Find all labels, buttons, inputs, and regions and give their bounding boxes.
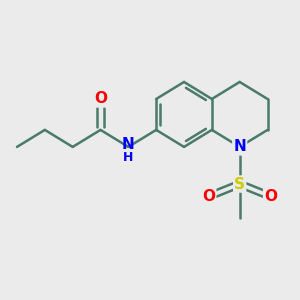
Text: S: S [234,176,245,191]
Text: H: H [123,151,134,164]
Text: O: O [94,92,107,106]
Text: O: O [202,189,215,204]
Text: N: N [233,140,246,154]
Text: O: O [264,189,277,204]
Text: N: N [122,137,135,152]
